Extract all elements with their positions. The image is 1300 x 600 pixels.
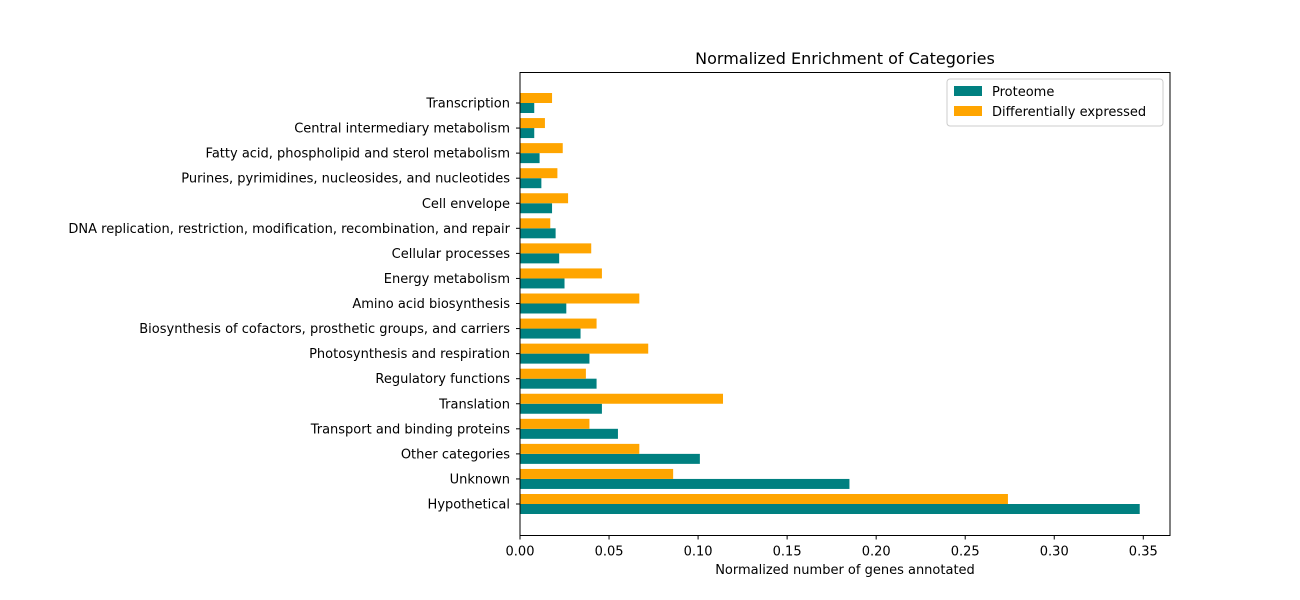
y-tick-label: Unknown xyxy=(450,472,510,487)
x-tick-label: 0.25 xyxy=(951,545,980,560)
bar-differentially-expressed-3 xyxy=(520,418,590,429)
bar-proteome-5 xyxy=(520,378,597,389)
x-tick-label: 0.35 xyxy=(1129,545,1158,560)
bar-differentially-expressed-9 xyxy=(520,268,602,279)
bar-proteome-3 xyxy=(520,428,618,439)
legend: Proteome Differentially expressed xyxy=(946,78,1164,127)
bar-differentially-expressed-0 xyxy=(520,494,1008,504)
bar-differentially-expressed-1 xyxy=(520,468,674,479)
y-tick-label: Purines, pyrimidines, nucleosides, and n… xyxy=(181,172,510,187)
y-tick-label: Transport and binding proteins xyxy=(310,422,511,437)
y-tick-label: Central intermediary metabolism xyxy=(294,122,510,137)
bar-differentially-expressed-12 xyxy=(520,193,569,204)
y-tick-label: Hypothetical xyxy=(428,498,510,513)
y-tick-label: Photosynthesis and respiration xyxy=(309,347,510,362)
legend-swatch-proteome xyxy=(954,86,982,96)
bar-differentially-expressed-7 xyxy=(520,318,597,329)
x-axis: 0.00 0.05 0.10 0.15 0.20 0.25 0.30 0.35 xyxy=(506,535,1158,560)
bar-proteome-1 xyxy=(520,478,850,489)
y-tick-label: Regulatory functions xyxy=(375,372,510,387)
bar-proteome-0 xyxy=(520,504,1140,514)
bar-proteome-8 xyxy=(520,303,567,314)
bar-differentially-expressed-4 xyxy=(520,393,724,404)
bar-differentially-expressed-6 xyxy=(520,343,649,354)
legend-label-differentially-expressed: Differentially expressed xyxy=(992,105,1146,120)
bar-proteome-11 xyxy=(520,228,556,239)
bar-differentially-expressed-8 xyxy=(520,293,640,304)
bar-proteome-2 xyxy=(520,453,700,464)
y-tick-label: Translation xyxy=(438,397,510,412)
bar-proteome-6 xyxy=(520,353,590,364)
bar-proteome-4 xyxy=(520,403,602,414)
y-tick-label: Transcription xyxy=(425,97,510,112)
bar-proteome-7 xyxy=(520,328,581,339)
bar-differentially-expressed-16 xyxy=(520,93,553,103)
bar-differentially-expressed-11 xyxy=(520,218,551,229)
x-tick-label: 0.05 xyxy=(595,545,624,560)
bar-differentially-expressed-10 xyxy=(520,243,592,254)
x-tick-label: 0.30 xyxy=(1040,545,1069,560)
bar-proteome-10 xyxy=(520,253,560,264)
bar-proteome-13 xyxy=(520,178,542,189)
bars-layer xyxy=(520,93,1140,514)
plot-frame xyxy=(519,72,1171,536)
legend-box xyxy=(946,78,1164,127)
x-tick-label: 0.10 xyxy=(684,545,713,560)
bar-differentially-expressed-2 xyxy=(520,443,640,454)
bar-differentially-expressed-15 xyxy=(520,118,545,129)
bar-differentially-expressed-5 xyxy=(520,368,586,379)
y-tick-label: Amino acid biosynthesis xyxy=(352,297,510,312)
bar-proteome-15 xyxy=(520,128,535,139)
y-tick-label: Other categories xyxy=(401,447,510,462)
y-tick-label: Biosynthesis of cofactors, prosthetic gr… xyxy=(139,322,510,337)
y-tick-label: DNA replication, restriction, modificati… xyxy=(68,222,510,237)
chart-title: Normalized Enrichment of Categories xyxy=(695,49,995,68)
bar-proteome-16 xyxy=(520,103,535,113)
x-tick-label: 0.00 xyxy=(506,545,535,560)
bar-differentially-expressed-14 xyxy=(520,143,563,154)
y-axis: Hypothetical Unknown Other categories Trans… xyxy=(68,97,520,513)
x-axis-label: Normalized number of genes annotated xyxy=(715,563,975,578)
y-tick-label: Cellular processes xyxy=(392,247,511,262)
legend-label-proteome: Proteome xyxy=(992,85,1054,100)
y-tick-label: Fatty acid, phospholipid and sterol meta… xyxy=(206,147,510,162)
bar-proteome-12 xyxy=(520,203,553,214)
bar-proteome-9 xyxy=(520,278,565,289)
y-tick-label: Cell envelope xyxy=(422,197,510,212)
bar-proteome-14 xyxy=(520,153,540,164)
x-tick-label: 0.15 xyxy=(773,545,802,560)
bar-differentially-expressed-13 xyxy=(520,168,558,179)
y-tick-label: Energy metabolism xyxy=(384,272,510,287)
legend-swatch-differentially-expressed xyxy=(954,106,982,116)
x-tick-label: 0.20 xyxy=(862,545,891,560)
